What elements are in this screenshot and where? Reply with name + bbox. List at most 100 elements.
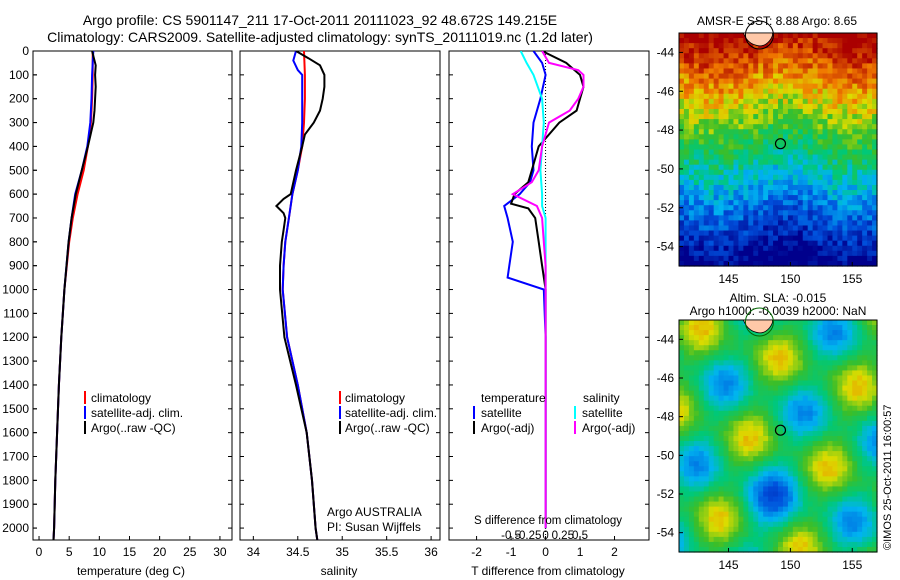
map-cell	[773, 48, 779, 54]
map-cell	[787, 190, 794, 196]
map-cell	[773, 255, 779, 262]
map-cell	[792, 330, 799, 336]
map-cell	[738, 330, 744, 336]
map-cell	[703, 240, 710, 247]
map-cell	[807, 516, 814, 523]
map-cell	[748, 441, 754, 447]
temperature-xlabel: temperature (deg C)	[77, 564, 185, 578]
map-cell	[792, 380, 799, 387]
map-cell	[693, 385, 700, 392]
map-cell	[872, 114, 878, 120]
map-cell	[738, 78, 744, 85]
map-cell	[728, 436, 735, 442]
map-cell	[862, 491, 868, 498]
map-cell	[807, 38, 814, 44]
map-cell	[842, 210, 848, 216]
map-cell	[852, 88, 858, 95]
map-cell	[703, 220, 710, 227]
map-cell	[693, 33, 700, 39]
map-cell	[723, 179, 730, 186]
map-cell	[842, 114, 848, 120]
map-cell	[703, 205, 710, 211]
map-cell	[679, 225, 685, 232]
map-cell	[718, 501, 725, 508]
map-cell	[872, 149, 878, 156]
map-cell	[817, 486, 824, 493]
map-cell	[738, 355, 744, 361]
map-cell	[693, 139, 700, 146]
map-cell	[787, 541, 794, 548]
map-cell	[782, 375, 789, 382]
map-cell	[797, 58, 804, 64]
map-cell	[797, 420, 804, 427]
map-cell	[763, 159, 769, 166]
map-cell	[748, 395, 754, 402]
map-cell	[723, 486, 730, 493]
map-cell	[693, 134, 700, 140]
map-cell	[812, 235, 819, 242]
map-cell	[812, 461, 819, 467]
map-cell	[787, 511, 794, 518]
map-cell	[708, 169, 715, 176]
map-cell	[817, 385, 824, 392]
map-cell	[768, 210, 774, 216]
map-cell	[867, 215, 873, 222]
map-cell	[753, 511, 759, 518]
map-cell	[698, 149, 705, 156]
map-cell	[688, 103, 695, 110]
map-cell	[817, 415, 824, 422]
map-cell	[797, 370, 804, 377]
map-cell	[822, 451, 829, 457]
map-cell	[679, 58, 685, 64]
map-cell	[763, 365, 769, 372]
map-cell	[837, 114, 843, 120]
map-cell	[698, 83, 705, 90]
map-cell	[852, 220, 858, 227]
map-cell	[852, 456, 858, 462]
map-cell	[688, 425, 695, 432]
map-cell	[743, 400, 749, 407]
map-cell	[778, 48, 784, 54]
map-cell	[743, 446, 749, 452]
map-cell	[743, 88, 749, 95]
map-cell	[733, 541, 739, 548]
map-cell	[728, 340, 735, 346]
map-cell	[852, 174, 858, 181]
map-cell	[857, 395, 863, 402]
map-cell	[802, 103, 809, 110]
tasmania-landmass	[742, 32, 773, 47]
map-cell	[837, 154, 843, 161]
map-cell	[787, 390, 794, 397]
map-cell	[688, 486, 695, 493]
map-cell	[693, 245, 700, 252]
map-cell	[797, 195, 804, 201]
map-cell	[698, 225, 705, 232]
map-cell	[802, 83, 809, 90]
x-tick-label: 2	[611, 545, 618, 559]
map-cell	[688, 441, 695, 447]
map-cell	[867, 546, 873, 553]
map-cell	[867, 164, 873, 171]
map-cell	[842, 335, 848, 341]
map-cell	[817, 531, 824, 538]
map-cell	[827, 476, 834, 482]
map-cell	[822, 179, 829, 186]
map-cell	[768, 335, 774, 341]
map-cell	[723, 190, 730, 196]
map-cell	[827, 400, 834, 407]
map-cell	[708, 98, 715, 105]
map-cell	[817, 506, 824, 513]
map-cell	[773, 375, 779, 382]
lat-tick-label: -44	[657, 332, 675, 346]
map-cell	[708, 235, 715, 242]
map-cell	[778, 325, 784, 331]
map-cell	[792, 108, 799, 115]
map-cell	[698, 53, 705, 59]
map-cell	[713, 164, 720, 171]
map-cell	[778, 169, 784, 176]
map-cell	[713, 38, 720, 44]
map-cell	[782, 486, 789, 493]
map-cell	[802, 245, 809, 252]
map-cell	[679, 320, 685, 326]
map-cell	[807, 335, 814, 341]
